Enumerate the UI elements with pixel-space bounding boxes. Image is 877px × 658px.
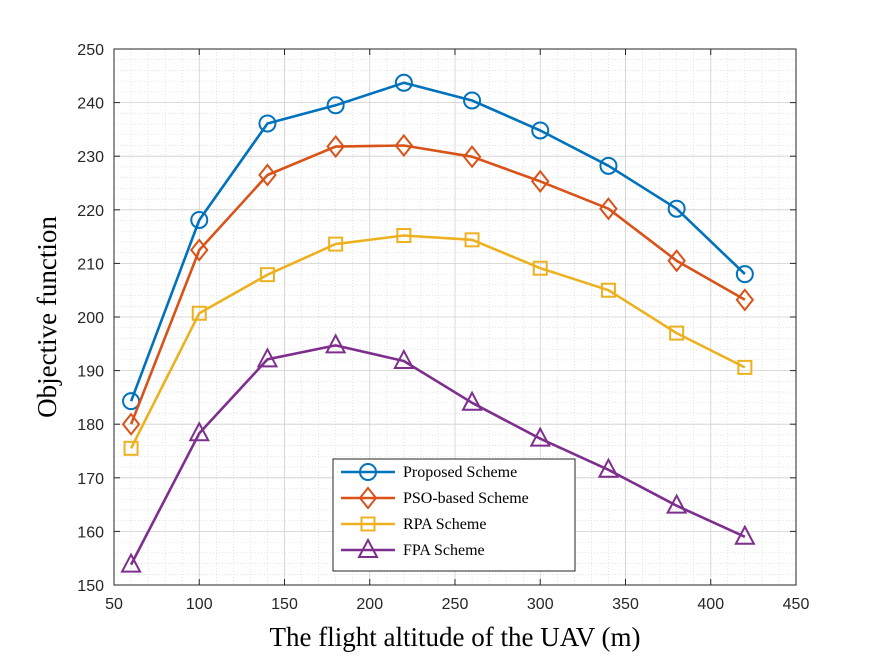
series-line xyxy=(129,81,746,402)
data-point xyxy=(529,426,551,447)
data-point xyxy=(258,114,277,133)
y-tick-labels: 150 160 170 180 190 200 210 220 230 240 250 xyxy=(77,42,104,595)
data-point xyxy=(326,96,345,115)
data-point xyxy=(464,232,480,248)
x-tick-label: 450 xyxy=(783,596,810,613)
legend-marker xyxy=(359,463,377,481)
y-tick-label: 190 xyxy=(77,364,104,381)
data-point xyxy=(393,348,415,369)
data-point xyxy=(256,347,279,368)
legend-marker xyxy=(360,516,376,532)
data-point xyxy=(258,163,277,187)
legend-item: RPA Scheme xyxy=(341,516,486,533)
y-tick-label: 160 xyxy=(77,524,104,541)
data-point xyxy=(599,197,618,221)
legend-item: Proposed Scheme xyxy=(341,463,517,481)
data-point xyxy=(120,552,142,573)
data-point xyxy=(188,421,210,442)
y-tick-label: 240 xyxy=(77,96,104,113)
data-point xyxy=(190,210,209,229)
y-tick-label: 220 xyxy=(77,203,104,220)
data-point xyxy=(259,267,275,283)
legend-label: PSO-based Scheme xyxy=(403,490,529,507)
legend-label: FPA Scheme xyxy=(403,542,485,559)
data-point xyxy=(600,282,616,298)
data-point xyxy=(735,265,754,284)
data-point xyxy=(532,260,548,276)
data-point xyxy=(324,333,347,354)
y-tick-label: 150 xyxy=(77,578,104,595)
data-point xyxy=(530,169,550,193)
y-tick-label: 210 xyxy=(77,256,104,273)
legend: Proposed Scheme PSO-based Scheme RPA Schem… xyxy=(332,458,576,572)
data-point xyxy=(735,288,755,312)
data-point xyxy=(326,134,345,159)
y-tick-label: 170 xyxy=(77,471,104,488)
x-tick-label: 400 xyxy=(697,596,724,613)
legend-item: PSO-based Scheme xyxy=(341,486,529,510)
data-point xyxy=(597,457,620,478)
data-point xyxy=(462,145,482,169)
data-point xyxy=(667,199,686,218)
data-point xyxy=(599,156,618,175)
legend-label: Proposed Scheme xyxy=(403,464,517,481)
data-point xyxy=(665,493,688,514)
data-point xyxy=(463,91,482,110)
legend-marker xyxy=(357,537,379,558)
data-point xyxy=(396,228,412,244)
series-line xyxy=(129,144,746,425)
data-point xyxy=(123,440,139,456)
x-tick-label: 100 xyxy=(186,596,213,613)
y-axis-label: Objective function xyxy=(32,216,62,418)
axis-ticks xyxy=(113,48,797,586)
y-tick-label: 200 xyxy=(77,310,104,327)
legend-marker xyxy=(358,486,378,510)
data-point xyxy=(667,249,686,273)
series-1 xyxy=(122,73,754,411)
y-tick-label: 230 xyxy=(77,149,104,166)
series-3 xyxy=(123,228,753,456)
data-point xyxy=(394,73,413,92)
data-point xyxy=(734,524,756,545)
x-tick-labels: 50 100 150 200 250 300 350 400 450 xyxy=(105,596,809,613)
series-line xyxy=(129,344,746,566)
data-point xyxy=(669,325,685,341)
data-point xyxy=(328,236,344,252)
series-4 xyxy=(120,333,756,573)
legend-item: FPA Scheme xyxy=(341,537,485,559)
y-tick-label: 180 xyxy=(77,417,104,434)
data-point xyxy=(461,390,483,411)
x-tick-label: 250 xyxy=(442,596,469,613)
data-point xyxy=(191,305,207,321)
data-point xyxy=(189,238,209,262)
series-layer xyxy=(120,73,756,573)
data-point xyxy=(531,121,550,140)
data-point xyxy=(394,133,414,158)
x-tick-label: 50 xyxy=(105,596,123,613)
x-tick-label: 350 xyxy=(612,596,639,613)
x-tick-label: 150 xyxy=(271,596,298,613)
data-point xyxy=(121,412,141,436)
x-tick-label: 200 xyxy=(356,596,383,613)
x-axis-label: The flight altitude of the UAV (m) xyxy=(270,622,641,652)
series-2 xyxy=(121,133,755,436)
legend-label: RPA Scheme xyxy=(403,516,486,533)
x-tick-label: 300 xyxy=(527,596,554,613)
y-tick-label: 250 xyxy=(77,42,104,59)
data-point xyxy=(737,359,753,375)
series-line xyxy=(129,234,746,449)
